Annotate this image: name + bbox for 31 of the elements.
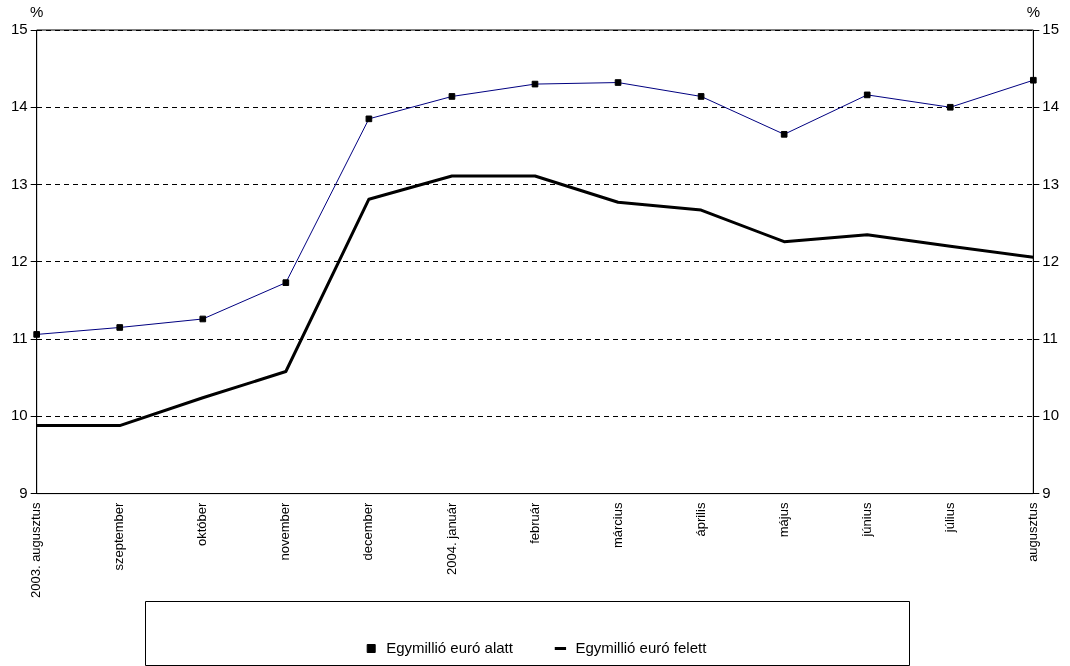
y-tick-label: 11 xyxy=(12,329,28,347)
y2-tick-label: 15 xyxy=(1042,20,1059,38)
y2-tick-label: 14 xyxy=(1042,97,1059,115)
x-tick-label: február xyxy=(526,501,542,544)
y-tick-label: 9 xyxy=(19,483,28,501)
x-tick-label: június xyxy=(858,502,874,538)
x-tick-label: december xyxy=(360,501,376,561)
y-tick-label: 12 xyxy=(11,251,28,269)
y2-tick-label: 10 xyxy=(1042,406,1059,424)
x-tick-label: 2004. január xyxy=(443,501,459,575)
y2-tick-label: 11 xyxy=(1042,329,1058,347)
y2-tick-label: 13 xyxy=(1042,174,1059,192)
x-tick-label: március xyxy=(609,502,625,549)
x-tick-label: május xyxy=(775,502,791,538)
y-axis-title: % xyxy=(30,2,44,20)
x-tick-label: július xyxy=(941,502,957,534)
legend-label: Egymillió euró felett xyxy=(575,638,708,656)
y-tick-label: 13 xyxy=(11,174,28,192)
x-tick-label: április xyxy=(692,502,708,537)
y2-axis-title: % xyxy=(1026,2,1040,20)
legend-label: Egymillió euró alatt xyxy=(386,638,514,656)
y-tick-label: 15 xyxy=(11,20,28,38)
x-tick-label: augusztus xyxy=(1024,502,1040,562)
y-tick-label: 10 xyxy=(11,406,28,424)
y2-tick-label: 12 xyxy=(1042,251,1059,269)
x-tick-label: november xyxy=(277,501,293,561)
x-tick-label: 2003. augusztus xyxy=(28,502,44,598)
x-tick-label: szeptember xyxy=(111,501,127,571)
x-tick-label: október xyxy=(194,501,210,546)
y2-tick-label: 9 xyxy=(1042,483,1051,501)
y-tick-label: 14 xyxy=(11,97,28,115)
